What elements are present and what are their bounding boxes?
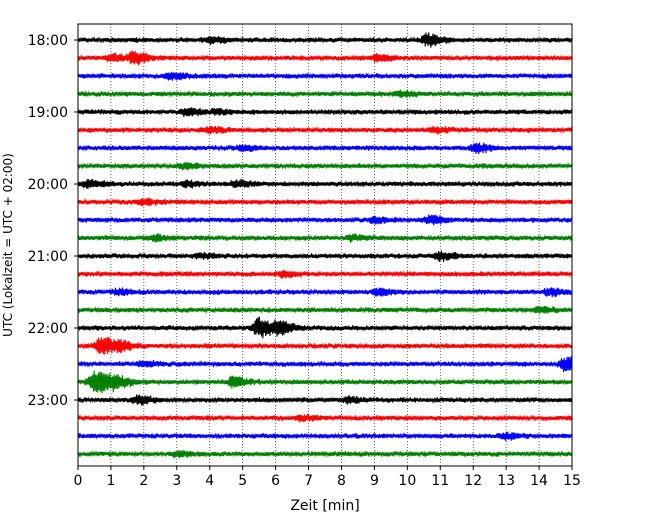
seismogram-trace: [77, 142, 573, 155]
trace-layer: [77, 32, 573, 459]
y-axis-title: UTC (Lokalzeit = UTC + 02:00): [1, 153, 15, 337]
y-tick-label: 18:00: [28, 33, 68, 49]
seismogram-trace: [77, 316, 573, 339]
x-tick-label: 5: [238, 473, 247, 489]
x-tick-label: 13: [497, 473, 515, 489]
y-tick-label: 19:00: [28, 105, 68, 121]
x-tick-label: 14: [530, 473, 548, 489]
y-axis: 18:00 19:00 20:00 21:00 22:00 23:00: [28, 33, 78, 409]
seismogram-trace: [77, 287, 573, 298]
x-tick-label: 15: [563, 473, 581, 489]
x-tick-label: 12: [464, 473, 482, 489]
x-tick-label: 9: [370, 473, 379, 489]
x-axis-title: Zeit [min]: [290, 498, 359, 514]
seismogram-trace: [77, 413, 573, 423]
y-tick-label: 20:00: [28, 177, 68, 193]
seismogram-trace: [77, 89, 573, 99]
y-tick-label: 21:00: [28, 249, 68, 265]
x-tick-label: 6: [271, 473, 280, 489]
seismogram-trace: [77, 214, 573, 226]
seismogram-trace: [77, 50, 573, 66]
seismogram-trace: [77, 250, 573, 263]
x-tick-label: 10: [398, 473, 416, 489]
seismogram-trace: [77, 107, 573, 118]
seismogram-trace: [77, 71, 573, 81]
seismogram-trace: [77, 125, 573, 135]
plot-frame: [77, 23, 573, 467]
seismogram-trace: [77, 32, 573, 48]
seismogram-trace: [77, 161, 573, 171]
x-tick-label: 3: [172, 473, 181, 489]
seismogram-trace: [77, 370, 573, 394]
seismogram-trace: [77, 178, 573, 190]
seismogram-trace: [77, 449, 573, 459]
x-tick-label: 4: [205, 473, 214, 489]
x-tick-label: 7: [304, 473, 313, 489]
y-tick-label: 23:00: [28, 393, 68, 409]
x-axis: 0 1 2 3 4 5 6 7 8 9 10 11 12 13 14 15: [74, 466, 581, 489]
seismogram-trace: [77, 269, 573, 279]
seismogram-trace: [77, 305, 573, 314]
seismogram-trace: [77, 336, 573, 355]
x-tick-label: 1: [106, 473, 115, 489]
y-tick-label: 22:00: [28, 321, 68, 337]
seismogram-trace: [77, 431, 573, 442]
seismogram-trace: [77, 394, 573, 406]
x-tick-label: 0: [74, 473, 83, 489]
seismogram-trace: [77, 233, 573, 243]
x-tick-label: 8: [337, 473, 346, 489]
x-tick-label: 11: [431, 473, 449, 489]
x-tick-label: 2: [139, 473, 148, 489]
seismogram-trace: [77, 197, 573, 207]
seismogram-trace: [77, 356, 573, 373]
